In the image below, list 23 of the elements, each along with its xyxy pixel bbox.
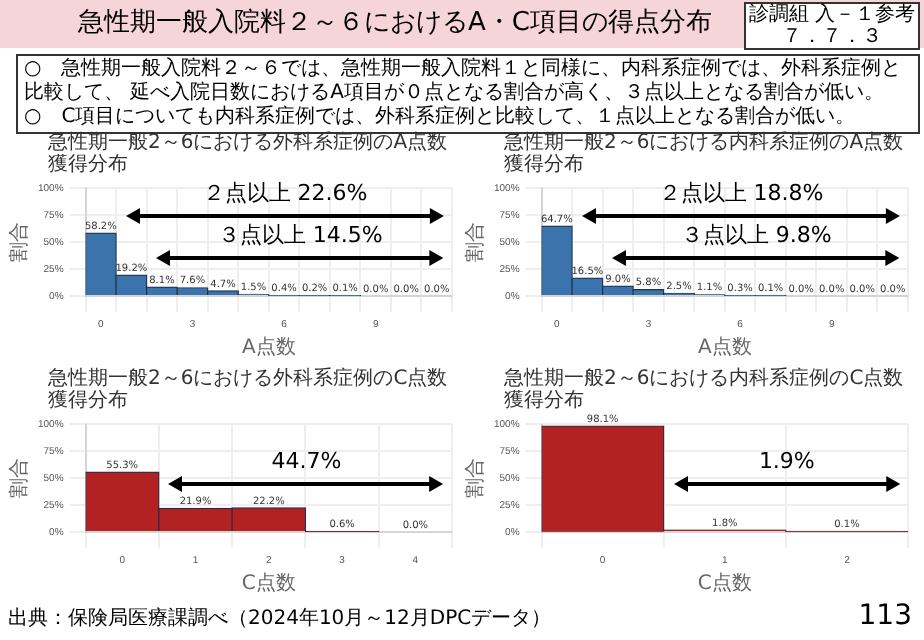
- text: ○ 急性期一般入院料２～６では、急性期一般入院料１と同様に、内科系症例では、外科系症例と比較して、 延べ入院日数におけるA項目が０点となる割合が高く、３点以上となる割合が低い。: [24, 58, 904, 105]
- chart-title: 急性期一般2～6における内科系症例のC点数獲得分布: [504, 368, 906, 412]
- annotation: ２点以上 22.6%: [200, 179, 370, 205]
- x-axis-title: A点数: [241, 335, 296, 360]
- x-axis-title: A点数: [697, 335, 752, 360]
- text: ７．７．３: [780, 26, 884, 48]
- text: 急性期一般入院料２～６におけるA・C項目の得点分布: [76, 8, 714, 40]
- x-axis-title: C点数: [697, 571, 752, 596]
- y-axis-title: 割合: [7, 222, 32, 262]
- y-axis-title: 割合: [463, 458, 488, 498]
- y-axis-title: 割合: [463, 222, 488, 262]
- text: ○ C項目についても内科系症例では、外科系症例と比較して、１点以上となる割合が低い。: [24, 106, 858, 130]
- annotation: ３点以上 9.8%: [678, 222, 834, 249]
- text: 113: [856, 600, 912, 632]
- y-axis-title: 割合: [7, 458, 32, 498]
- annotation: ３点以上 14.5%: [215, 222, 385, 249]
- chart-title: 急性期一般2～6における外科系症例のC点数獲得分布: [48, 368, 450, 412]
- annotation: 1.9%: [756, 447, 817, 474]
- annotation: ２点以上 18.8%: [656, 179, 826, 205]
- source-note: 出典：保険局医療課調べ（2024年10月～12月DPCデータ）: [8, 608, 552, 632]
- x-axis-title: C点数: [241, 571, 296, 596]
- text: 診調組 入－１参考: [746, 4, 918, 26]
- annotation: 44.7%: [269, 447, 344, 474]
